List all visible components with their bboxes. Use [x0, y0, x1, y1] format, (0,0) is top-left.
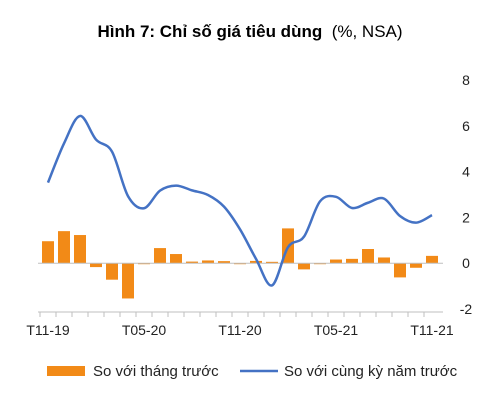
legend-swatch-bar: [47, 366, 85, 376]
chart-title: Hình 7: Chỉ số giá tiêu dùng (%, NSA): [97, 22, 402, 41]
x-axis: T11-19 T05-20 T11-20 T05-21 T11-21: [26, 311, 454, 338]
bar-mom: [330, 259, 342, 264]
bar-mom: [218, 261, 230, 264]
plot-area: [38, 114, 443, 299]
bar-mom: [170, 254, 182, 264]
y-tick-label: 8: [462, 72, 470, 88]
legend-label-line: So với cùng kỳ năm trước: [284, 363, 458, 380]
bar-mom: [90, 263, 102, 268]
y-tick-label: 4: [462, 164, 470, 180]
bar-mom: [154, 248, 166, 264]
bar-mom: [426, 255, 438, 264]
legend: So với tháng trước So với cùng kỳ năm tr…: [47, 363, 458, 380]
bar-mom: [394, 263, 406, 278]
y-tick-label: 2: [462, 209, 470, 225]
x-tick-label: T05-20: [122, 322, 167, 338]
bar-mom: [42, 241, 54, 264]
x-tick-label: T11-20: [218, 322, 262, 338]
y-tick-label: 0: [462, 255, 470, 271]
bar-mom: [298, 263, 310, 270]
bar-mom: [186, 261, 198, 264]
bar-mom: [266, 261, 278, 264]
chart-title-main: Hình 7: Chỉ số giá tiêu dùng: [97, 22, 322, 41]
y-tick-label: -2: [460, 301, 473, 317]
bar-mom: [202, 260, 214, 264]
x-tick-label: T11-19: [26, 322, 70, 338]
bar-mom: [250, 260, 262, 264]
x-tick-label: T05-21: [314, 322, 359, 338]
bar-mom: [122, 263, 134, 299]
legend-label-bar: So với tháng trước: [93, 363, 219, 380]
bar-mom: [346, 258, 358, 264]
line-yoy: [46, 114, 433, 287]
chart-title-suffix: (%, NSA): [332, 22, 403, 41]
bar-mom: [378, 257, 390, 264]
y-axis: -2 0 2 4 6 8: [460, 72, 473, 317]
y-tick-label: 6: [462, 118, 470, 134]
bar-mom: [106, 263, 118, 280]
bar-mom: [410, 263, 422, 268]
bar-mom: [58, 231, 70, 264]
x-tick-label: T11-21: [410, 322, 454, 338]
bar-mom: [362, 249, 374, 264]
bar-mom: [74, 235, 86, 264]
